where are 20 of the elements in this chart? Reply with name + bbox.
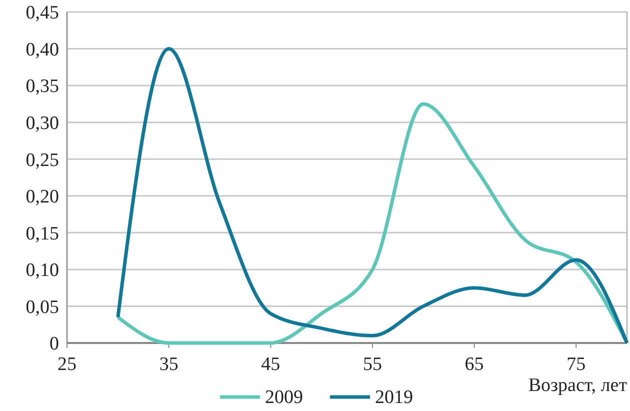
x-tick-label: 65 — [464, 354, 484, 375]
y-tick-label: 0,35 — [26, 76, 59, 98]
y-tick-label: 0,15 — [26, 223, 59, 244]
legend-label: 2019 — [375, 387, 413, 408]
line-series — [116, 47, 629, 345]
y-tick-label: 0,30 — [26, 112, 59, 134]
y-tick-label: 0,40 — [26, 39, 59, 60]
x-tick-label: 55 — [362, 354, 382, 375]
x-tick-label: 35 — [159, 354, 178, 375]
x-tick-label: 75 — [566, 354, 586, 375]
y-tick-label: 0,10 — [26, 260, 59, 282]
y-tick-label: 0,45 — [26, 2, 59, 24]
legend-label: 2009 — [265, 387, 303, 408]
x-axis-title: Возраст, лет — [528, 375, 628, 396]
x-tick-label: 45 — [261, 354, 280, 375]
y-tick-label: 0,20 — [26, 186, 59, 208]
x-tick-label: 25 — [58, 354, 76, 375]
y-tick-label: 0 — [50, 334, 59, 355]
y-tick-label: 0,05 — [26, 296, 59, 318]
y-tick-label: 0,25 — [26, 150, 59, 171]
